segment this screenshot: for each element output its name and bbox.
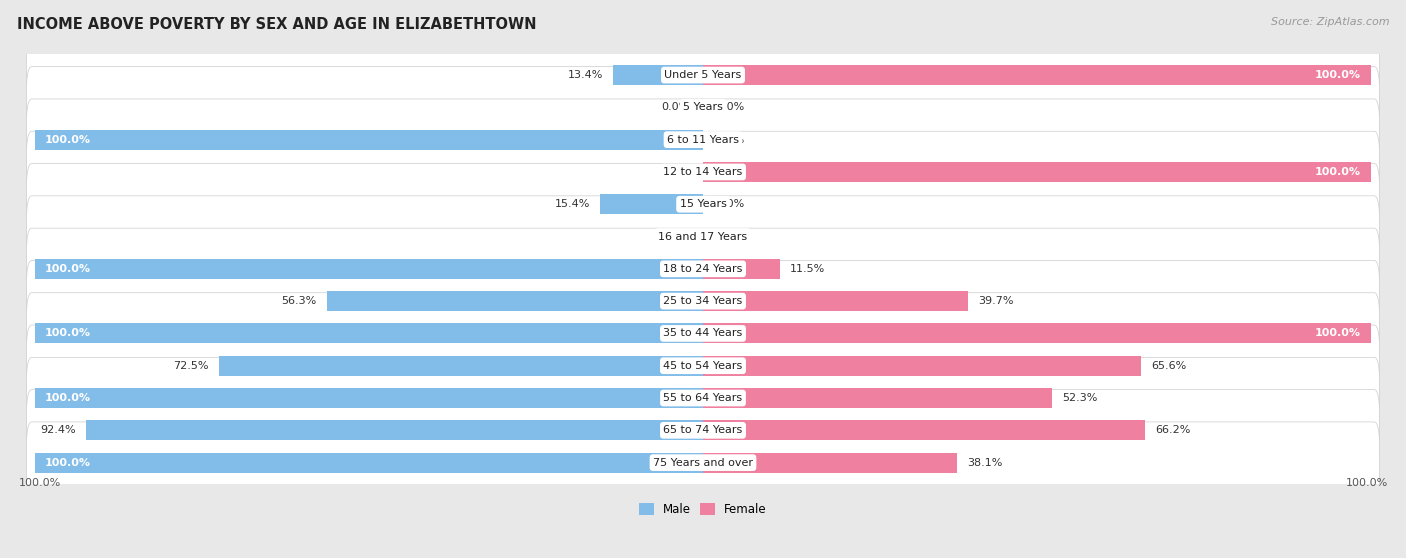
Text: 38.1%: 38.1% — [967, 458, 1002, 468]
Text: 35 to 44 Years: 35 to 44 Years — [664, 329, 742, 339]
Bar — [703, 162, 1371, 182]
Text: 0.0%: 0.0% — [661, 232, 689, 242]
Bar — [35, 453, 703, 473]
Bar — [703, 291, 969, 311]
FancyBboxPatch shape — [27, 131, 1379, 213]
Text: 100.0%: 100.0% — [45, 134, 91, 145]
Text: 100.0%: 100.0% — [45, 393, 91, 403]
Text: 6 to 11 Years: 6 to 11 Years — [666, 134, 740, 145]
Bar — [35, 259, 703, 279]
FancyBboxPatch shape — [27, 163, 1379, 245]
Text: 72.5%: 72.5% — [173, 360, 208, 371]
Text: 65.6%: 65.6% — [1152, 360, 1187, 371]
Bar — [35, 324, 703, 343]
FancyBboxPatch shape — [27, 261, 1379, 342]
Bar — [703, 388, 1052, 408]
Text: 0.0%: 0.0% — [661, 102, 689, 112]
Text: 66.2%: 66.2% — [1156, 425, 1191, 435]
Bar — [35, 129, 703, 150]
Text: 65 to 74 Years: 65 to 74 Years — [664, 425, 742, 435]
Text: 15.4%: 15.4% — [555, 199, 591, 209]
Text: 39.7%: 39.7% — [979, 296, 1014, 306]
Bar — [35, 388, 703, 408]
Text: Source: ZipAtlas.com: Source: ZipAtlas.com — [1271, 17, 1389, 27]
Text: 100.0%: 100.0% — [1346, 478, 1388, 488]
Text: Under 5 Years: Under 5 Years — [665, 70, 741, 80]
Text: 11.5%: 11.5% — [790, 264, 825, 274]
Text: 0.0%: 0.0% — [661, 167, 689, 177]
Text: 75 Years and over: 75 Years and over — [652, 458, 754, 468]
Bar — [703, 324, 1371, 343]
Text: 100.0%: 100.0% — [1315, 70, 1361, 80]
Text: 12 to 14 Years: 12 to 14 Years — [664, 167, 742, 177]
FancyBboxPatch shape — [27, 293, 1379, 374]
Text: 56.3%: 56.3% — [281, 296, 316, 306]
Text: 100.0%: 100.0% — [45, 329, 91, 339]
Text: 25 to 34 Years: 25 to 34 Years — [664, 296, 742, 306]
Bar — [703, 453, 957, 473]
Text: 100.0%: 100.0% — [45, 458, 91, 468]
Text: 55 to 64 Years: 55 to 64 Years — [664, 393, 742, 403]
Text: 0.0%: 0.0% — [717, 199, 745, 209]
FancyBboxPatch shape — [27, 422, 1379, 503]
Text: 0.0%: 0.0% — [717, 232, 745, 242]
FancyBboxPatch shape — [27, 357, 1379, 439]
Text: 16 and 17 Years: 16 and 17 Years — [658, 232, 748, 242]
Text: 100.0%: 100.0% — [1315, 167, 1361, 177]
FancyBboxPatch shape — [27, 228, 1379, 310]
FancyBboxPatch shape — [27, 99, 1379, 180]
Bar — [86, 420, 703, 440]
Bar — [219, 355, 703, 376]
Bar — [703, 355, 1142, 376]
Text: 5 Years: 5 Years — [683, 102, 723, 112]
Text: 45 to 54 Years: 45 to 54 Years — [664, 360, 742, 371]
Text: 52.3%: 52.3% — [1063, 393, 1098, 403]
Legend: Male, Female: Male, Female — [634, 498, 772, 521]
Text: INCOME ABOVE POVERTY BY SEX AND AGE IN ELIZABETHTOWN: INCOME ABOVE POVERTY BY SEX AND AGE IN E… — [17, 17, 536, 32]
Text: 100.0%: 100.0% — [18, 478, 60, 488]
Bar — [703, 420, 1146, 440]
FancyBboxPatch shape — [27, 325, 1379, 406]
FancyBboxPatch shape — [27, 66, 1379, 148]
Text: 100.0%: 100.0% — [1315, 329, 1361, 339]
Text: 0.0%: 0.0% — [717, 134, 745, 145]
Bar — [703, 65, 1371, 85]
Text: 0.0%: 0.0% — [717, 102, 745, 112]
Bar — [613, 65, 703, 85]
Text: 100.0%: 100.0% — [45, 264, 91, 274]
Bar — [600, 194, 703, 214]
Text: 13.4%: 13.4% — [568, 70, 603, 80]
FancyBboxPatch shape — [27, 35, 1379, 116]
Bar — [328, 291, 703, 311]
FancyBboxPatch shape — [27, 389, 1379, 471]
FancyBboxPatch shape — [27, 196, 1379, 277]
Text: 92.4%: 92.4% — [41, 425, 76, 435]
Bar — [703, 259, 780, 279]
Text: 15 Years: 15 Years — [679, 199, 727, 209]
Text: 18 to 24 Years: 18 to 24 Years — [664, 264, 742, 274]
